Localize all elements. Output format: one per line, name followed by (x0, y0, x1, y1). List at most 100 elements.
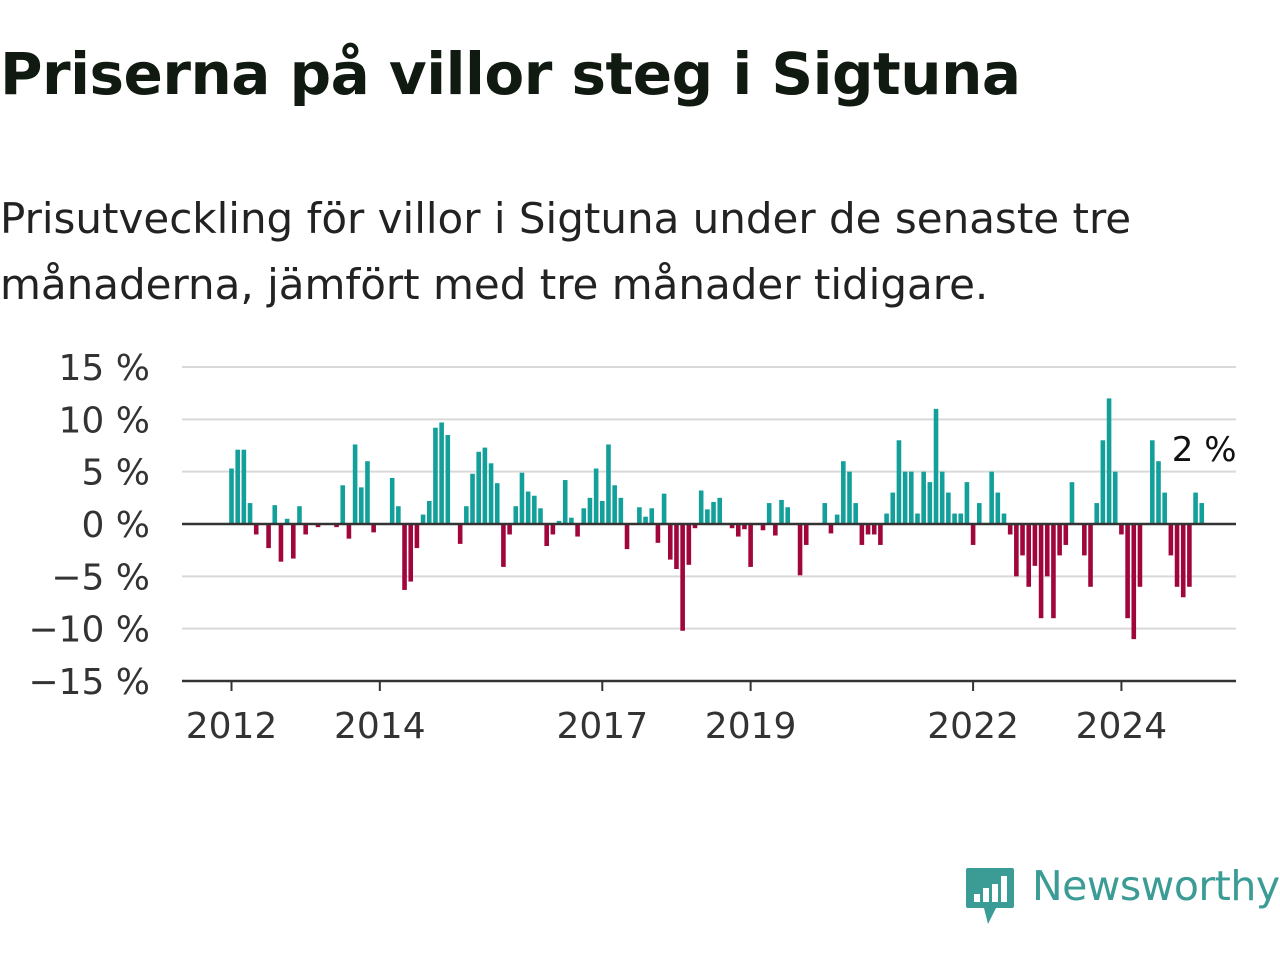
bar (1199, 503, 1205, 524)
bar (655, 524, 661, 543)
bar (773, 524, 778, 536)
bar (896, 440, 902, 524)
bar (915, 513, 920, 524)
x-tick-label: 2024 (1076, 706, 1168, 747)
bar (371, 524, 376, 533)
bar (1168, 524, 1174, 556)
bar (569, 517, 574, 524)
bar (661, 493, 667, 524)
y-axis-tick-labels: 15 % 10 % 5 % 0 % −5 % −10 % −15 % (28, 348, 150, 703)
bar (1088, 524, 1093, 587)
bar (1032, 524, 1038, 566)
bar (346, 524, 352, 539)
bar (735, 524, 741, 537)
bar (1137, 524, 1143, 587)
bar (1106, 398, 1112, 524)
bar (834, 514, 840, 524)
x-tick-label: 2019 (705, 706, 797, 747)
bar (1119, 524, 1124, 535)
bar (797, 524, 803, 576)
newsworthy-logo-icon (966, 868, 1014, 924)
chart-subtitle: Prisutveckling för villor i Sigtuna unde… (0, 194, 1132, 309)
bar (408, 524, 414, 582)
bar (841, 461, 846, 524)
bar (637, 507, 642, 524)
bar (420, 514, 426, 524)
bar-series (229, 398, 1205, 640)
bar (253, 524, 259, 535)
bar (470, 473, 475, 524)
bar (1051, 524, 1056, 619)
grid-lines (182, 366, 1236, 630)
bar (643, 516, 648, 524)
bar (297, 506, 302, 524)
bar (1094, 503, 1099, 524)
bar (803, 524, 809, 545)
bar (1069, 482, 1075, 524)
bar (278, 524, 284, 562)
bar (618, 497, 624, 524)
bar (1063, 524, 1069, 545)
bar (501, 524, 506, 567)
bar (674, 524, 679, 570)
y-tick-label: 15 % (59, 348, 150, 389)
bar (1180, 524, 1186, 598)
bar (433, 427, 438, 524)
bar (921, 471, 926, 524)
bar (1131, 524, 1137, 640)
bar (229, 468, 234, 524)
bar (556, 520, 562, 524)
bar (352, 444, 358, 524)
bar (1162, 492, 1167, 524)
bar (389, 477, 395, 524)
bar (760, 524, 766, 531)
bar (587, 497, 593, 524)
bar (995, 492, 1001, 524)
bar (667, 524, 673, 560)
bar (272, 505, 278, 524)
bar (457, 524, 463, 544)
bar (822, 503, 828, 524)
bar (562, 480, 568, 524)
bar (976, 503, 982, 524)
bar (1057, 524, 1062, 556)
bar (865, 524, 871, 535)
bar (532, 495, 537, 524)
bar (1125, 524, 1130, 619)
bar (785, 507, 790, 524)
bar (779, 499, 784, 524)
bar (550, 524, 556, 535)
bar (581, 508, 587, 524)
bar (1156, 461, 1161, 524)
bar (612, 485, 617, 524)
bar (698, 490, 704, 524)
bar (1038, 524, 1044, 619)
y-tick-label: −15 % (28, 662, 150, 703)
x-axis-tick-labels: 2012 2014 2017 2019 2022 2024 (186, 706, 1168, 747)
bar (1026, 524, 1032, 587)
bar (402, 524, 407, 590)
x-tick-label: 2012 (186, 706, 278, 747)
bar (686, 524, 692, 565)
bar (871, 524, 877, 535)
bar (494, 483, 500, 524)
bar (1001, 513, 1007, 524)
y-tick-label: −10 % (28, 610, 150, 651)
bar (1100, 440, 1106, 524)
bar (1187, 524, 1192, 587)
bar (1044, 524, 1050, 577)
bar (729, 524, 735, 529)
bar (859, 524, 865, 545)
bar (680, 524, 685, 631)
bar (519, 472, 525, 524)
bar (847, 471, 852, 524)
bar (414, 524, 420, 549)
bar (439, 422, 444, 524)
bar (1020, 524, 1025, 556)
bar (766, 503, 772, 524)
x-tick-label: 2022 (927, 706, 1019, 747)
bar (933, 408, 939, 524)
x-tick-label: 2017 (556, 706, 648, 747)
bar (266, 524, 271, 549)
axes (182, 522, 1236, 691)
